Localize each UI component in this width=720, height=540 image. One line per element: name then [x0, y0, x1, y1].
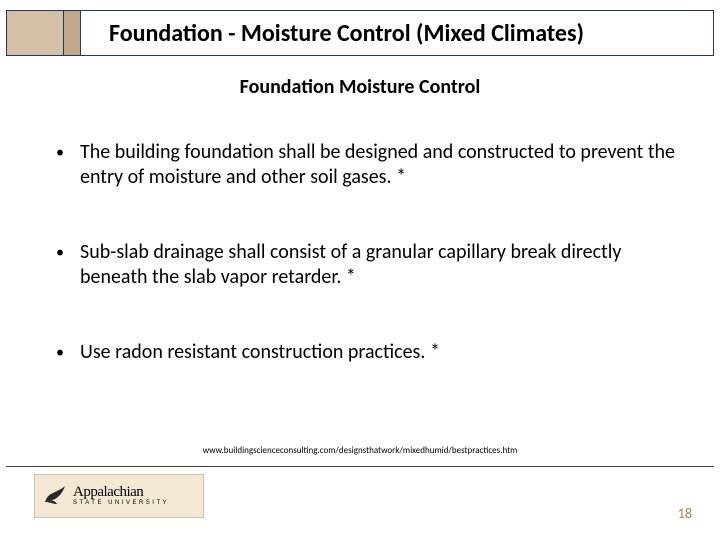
bullet-marker: • — [50, 140, 80, 163]
title-accent-block-2 — [63, 11, 81, 55]
page-number: 18 — [678, 505, 692, 522]
source-citation: www.buildingscienceconsulting.com/design… — [0, 445, 720, 456]
title-accent-block-1 — [7, 11, 63, 55]
slide-subtitle: Foundation Moisture Control — [0, 75, 720, 99]
bullet-text: The building foundation shall be designe… — [80, 140, 675, 190]
university-logo: Appalachian STATE UNIVERSITY — [34, 474, 204, 518]
logo-bird-icon — [41, 482, 69, 510]
list-item: • Sub-slab drainage shall consist of a g… — [50, 240, 675, 290]
title-bar: Foundation - Moisture Control (Mixed Cli… — [6, 10, 714, 56]
bullet-text: Sub-slab drainage shall consist of a gra… — [80, 240, 675, 290]
logo-main-text: Appalachian — [73, 486, 169, 500]
bullet-marker: • — [50, 240, 80, 263]
footer-divider — [6, 466, 714, 467]
list-item: • Use radon resistant construction pract… — [50, 340, 675, 365]
list-item: • The building foundation shall be desig… — [50, 140, 675, 190]
slide-title: Foundation - Moisture Control (Mixed Cli… — [81, 11, 713, 55]
bullet-marker: • — [50, 340, 80, 363]
logo-text: Appalachian STATE UNIVERSITY — [73, 486, 169, 506]
bullet-text: Use radon resistant construction practic… — [80, 340, 675, 365]
bullet-list: • The building foundation shall be desig… — [50, 140, 675, 415]
logo-sub-text: STATE UNIVERSITY — [73, 501, 169, 506]
